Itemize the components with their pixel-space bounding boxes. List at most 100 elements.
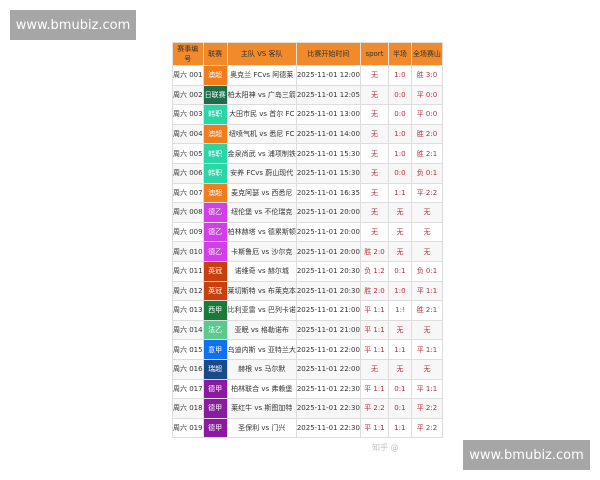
- sport-result-cell: 平 1:1: [359, 339, 389, 360]
- table-row[interactable]: 周六 009 德乙 柏林赫塔 vs 德累斯顿 2025-11-01 20:00 无无无: [172, 221, 443, 243]
- start-time-cell: 2025-11-01 20:00: [295, 202, 361, 223]
- col-id-header: 赛事编号: [172, 42, 204, 66]
- match-id-cell: 周六 012: [172, 280, 204, 302]
- sport-result-cell: 无: [359, 143, 389, 164]
- match-id-cell: 周六 016: [172, 358, 204, 380]
- start-time-cell: 2025-11-01 15:30: [295, 143, 361, 164]
- teams-cell: 纽喷气机 vs 悉尼 FC: [226, 123, 297, 145]
- half-score-cell: 无: [387, 319, 412, 341]
- teams-cell: 莱红牛 vs 斯图加特: [226, 398, 297, 419]
- match-id-cell: 周六 007: [172, 182, 204, 204]
- full-score-cell: 无: [410, 319, 443, 341]
- table-row[interactable]: 周六 014 法乙 亚眠 vs 格勒诺布 2025-11-01 21:00 平 1:1 无…: [172, 319, 443, 341]
- table-row[interactable]: 周六 016 瑞超 赫根 vs 马尔默 2025-11-01 22:00 无无无: [172, 358, 443, 380]
- start-time-cell: 2025-11-01 21:00: [295, 300, 361, 321]
- start-time-cell: 2025-11-01 22:00: [295, 339, 361, 360]
- half-score-cell: 1:0: [387, 65, 412, 86]
- half-score-cell: 0:0: [387, 84, 412, 106]
- table-row[interactable]: 周六 003 韩职 大田市民 vs 首尔 FC 2025-11-01 13:00 无 0:…: [172, 104, 443, 125]
- teams-cell: 安养 FCvs 蔚山现代: [226, 162, 297, 184]
- half-score-cell: 无: [387, 221, 412, 243]
- sport-result-cell: 无: [359, 65, 389, 86]
- full-score-cell: 胜 2:0: [410, 123, 443, 145]
- table-row[interactable]: 周六 002 日联赛 柏太阳神 vs 广岛三箭 2025-11-01 12:05 无 0:…: [172, 84, 443, 106]
- league-cell: 瑞超: [202, 358, 228, 380]
- table-row[interactable]: 周六 004 澳超 纽喷气机 vs 悉尼 FC 2025-11-01 14:00 无 1:…: [172, 123, 443, 145]
- half-score-cell: 无: [387, 202, 412, 223]
- league-cell: 韩职: [202, 162, 228, 184]
- match-id-cell: 周六 003: [172, 104, 204, 125]
- teams-cell: 金泉尚武 vs 浦项制铁: [226, 143, 297, 164]
- half-score-cell: 0:1: [387, 398, 412, 419]
- full-score-cell: 平 0:0: [410, 84, 443, 106]
- half-score-cell: 1:1: [387, 182, 412, 204]
- half-score-cell: 无: [387, 241, 412, 262]
- teams-cell: 比利亚雷 vs 巴列卡诺: [226, 300, 297, 321]
- match-id-cell: 周六 014: [172, 319, 204, 341]
- table-row[interactable]: 周六 008 德乙 纽伦堡 vs 不伦瑞克 2025-11-01 20:00 无无无: [172, 202, 443, 223]
- col-sport-header: sport: [359, 42, 389, 66]
- teams-cell: 亚眠 vs 格勒诺布: [226, 319, 297, 341]
- league-cell: 英冠: [202, 260, 228, 282]
- half-score-cell: 1:0: [387, 280, 412, 302]
- sport-result-cell: 无: [359, 84, 389, 106]
- table-row[interactable]: 周六 001 澳超 奥克兰 FCvs 阿德莱 2025-11-01 12:00 无 1:0…: [172, 65, 443, 86]
- table-row[interactable]: 周六 010 德乙 卡斯鲁厄 vs 沙尔克 2025-11-01 20:00 胜 2:0…: [172, 241, 443, 262]
- teams-cell: 卡斯鲁厄 vs 沙尔克: [226, 241, 297, 262]
- full-score-cell: 胜 2:1: [410, 300, 443, 321]
- league-cell: 韩职: [202, 143, 228, 164]
- teams-cell: 乌迪内斯 vs 亚特兰大: [226, 339, 297, 360]
- start-time-cell: 2025-11-01 22:30: [295, 417, 361, 439]
- match-id-cell: 周六 018: [172, 398, 204, 419]
- table-header: 赛事编号 联赛 主队 VS 客队 比赛开始时间 sport 半场 全场赛山: [172, 42, 443, 66]
- table-row[interactable]: 周六 007 澳超 麦克阿瑟 vs 西悉尼 2025-11-01 16:35 无 1:1 平…: [172, 182, 443, 204]
- watermark-text: 知乎 @: [372, 443, 399, 452]
- start-time-cell: 2025-11-01 14:00: [295, 123, 361, 145]
- sport-result-cell: 平 1:1: [359, 417, 389, 439]
- teams-cell: 柏林赫塔 vs 德累斯顿: [226, 221, 297, 243]
- start-time-cell: 2025-11-01 13:00: [295, 104, 361, 125]
- start-time-cell: 2025-11-01 16:35: [295, 182, 361, 204]
- full-score-cell: 负 0:1: [410, 260, 443, 282]
- league-cell: 澳超: [202, 65, 228, 86]
- half-score-cell: 1:0: [387, 123, 412, 145]
- full-score-cell: 平 1:1: [410, 378, 443, 400]
- table-row[interactable]: 周六 006 韩职 安养 FCvs 蔚山现代 2025-11-01 15:30 无 0:0…: [172, 162, 443, 184]
- full-score-cell: 平 2:2: [410, 417, 443, 439]
- watermark-banner-top: www.bmubiz.com: [10, 10, 136, 40]
- half-score-cell: 0:0: [387, 162, 412, 184]
- match-id-cell: 周六 010: [172, 241, 204, 262]
- sport-result-cell: 无: [359, 202, 389, 223]
- col-half-header: 半场: [387, 42, 412, 66]
- table-row[interactable]: 周六 013 西甲 比利亚雷 vs 巴列卡诺 2025-11-01 21:00 平 1:…: [172, 300, 443, 321]
- table-row[interactable]: 周六 017 德甲 柏林联合 vs 弗赖堡 2025-11-01 22:30 平 1:1…: [172, 378, 443, 400]
- sport-result-cell: 无: [359, 123, 389, 145]
- start-time-cell: 2025-11-01 22:30: [295, 398, 361, 419]
- teams-cell: 麦克阿瑟 vs 西悉尼: [226, 182, 297, 204]
- full-score-cell: 无: [410, 358, 443, 380]
- half-score-cell: 1:1: [387, 417, 412, 439]
- half-score-cell: 1:0: [387, 143, 412, 164]
- league-cell: 德乙: [202, 202, 228, 223]
- match-id-cell: 周六 005: [172, 143, 204, 164]
- teams-cell: 莱切斯特 vs 布莱克本: [226, 280, 297, 302]
- league-cell: 德甲: [202, 378, 228, 400]
- sport-result-cell: 平 1:1: [359, 319, 389, 341]
- full-score-cell: 无: [410, 241, 443, 262]
- start-time-cell: 2025-11-01 21:00: [295, 319, 361, 341]
- table-row[interactable]: 周六 012 英冠 莱切斯特 vs 布莱克本 2025-11-01 20:30 胜 2:…: [172, 280, 443, 302]
- teams-cell: 奥克兰 FCvs 阿德莱: [226, 65, 297, 86]
- table-row[interactable]: 周六 005 韩职 金泉尚武 vs 浦项制铁 2025-11-01 15:30 无 1:0…: [172, 143, 443, 164]
- table-row[interactable]: 周六 019 德甲 圣保利 vs 门兴 2025-11-01 22:30 平 1:1 1:…: [172, 417, 443, 439]
- table-row[interactable]: 周六 015 意甲 乌迪内斯 vs 亚特兰大 2025-11-01 22:00 平 1:…: [172, 339, 443, 360]
- teams-cell: 赫根 vs 马尔默: [226, 358, 297, 380]
- start-time-cell: 2025-11-01 22:00: [295, 358, 361, 380]
- match-table: 赛事编号 联赛 主队 VS 客队 比赛开始时间 sport 半场 全场赛山 周六 001 澳超…: [172, 42, 443, 439]
- table-row[interactable]: 周六 018 德甲 莱红牛 vs 斯图加特 2025-11-01 22:30 平 2:2…: [172, 398, 443, 419]
- half-score-cell: 0:0: [387, 104, 412, 125]
- table-row[interactable]: 周六 011 英冠 诺维奇 vs 赫尔城 2025-11-01 20:30 负 1:2 0…: [172, 260, 443, 282]
- match-id-cell: 周六 011: [172, 260, 204, 282]
- col-time-header: 比赛开始时间: [295, 42, 361, 66]
- col-league-header: 联赛: [202, 42, 228, 66]
- half-score-cell: 无: [387, 358, 412, 380]
